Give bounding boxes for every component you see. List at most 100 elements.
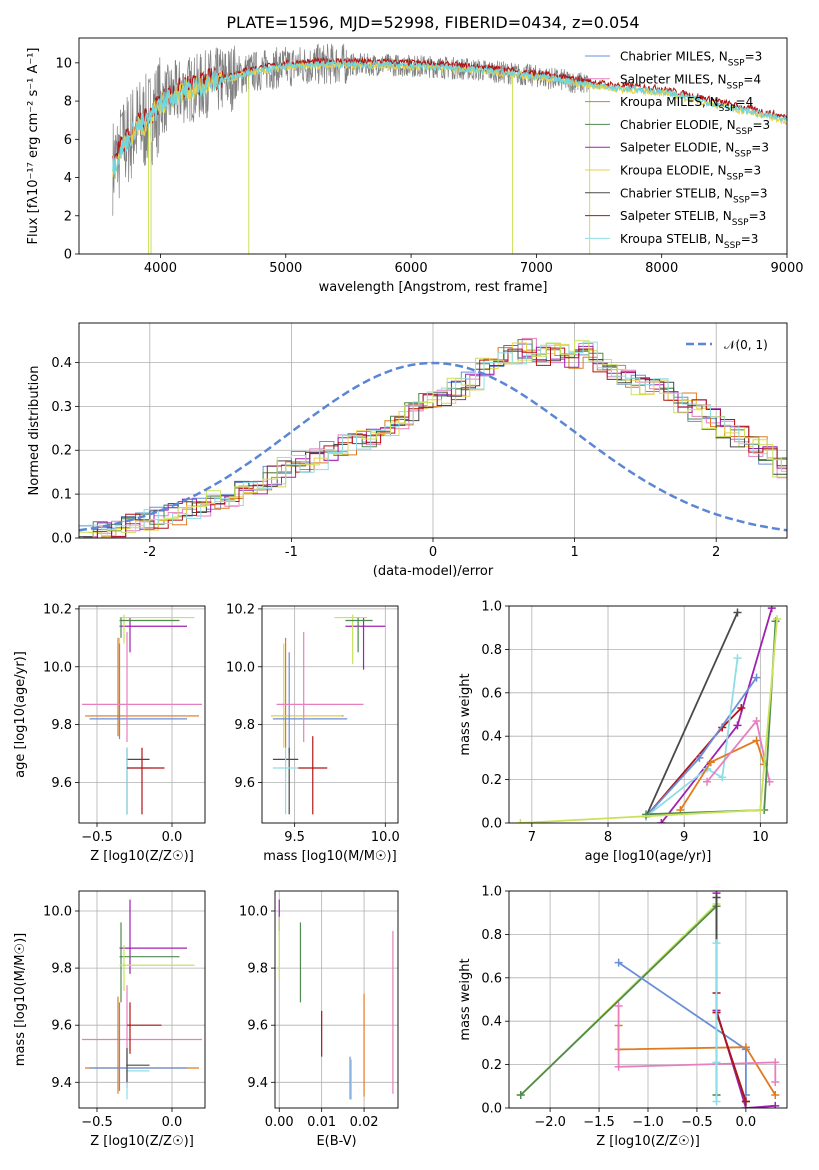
point-marker <box>351 616 354 619</box>
residual-histogram <box>83 347 787 538</box>
x-tick-label: 9.5 <box>284 830 305 845</box>
plot-area-weight-vs-age <box>516 606 782 823</box>
x-axis-label: Z [log10(Z/Z☉)] <box>596 1134 700 1149</box>
axes-frame <box>78 605 206 824</box>
y-tick-label: 10.0 <box>239 904 268 919</box>
point-marker <box>282 715 285 717</box>
figure-panels: 4000 5000 6000 7000 8000 90000246810wavelengt… <box>13 13 804 1149</box>
legend-suffix: =3 <box>749 209 767 223</box>
x-tick-label: 0.0 <box>162 830 183 845</box>
x-axis-label: Z [log10(Z/Z☉)] <box>90 849 194 864</box>
legend-suffix: =4 <box>736 95 754 109</box>
point-marker <box>311 767 314 769</box>
y-tick-label: 8 <box>64 95 72 110</box>
y-tick-label: 9.4 <box>51 1076 72 1091</box>
error-bar-point <box>119 945 195 991</box>
error-bar-point <box>272 652 348 754</box>
axes-weight-vs-age: 7 8 9 10 0.0 0.2 0.4 0.6 0.8 1.0 age [log10(age/yr… <box>458 600 788 864</box>
legend-subscript: SSP <box>736 127 753 137</box>
weight-marker <box>712 1097 721 1106</box>
legend-suffix: =3 <box>750 186 768 200</box>
legend-subscript: SSP <box>727 81 744 91</box>
weight-marker <box>695 753 704 762</box>
point-marker <box>288 718 291 720</box>
point-marker <box>129 1024 131 1026</box>
x-tick-label: 8000 <box>645 261 678 276</box>
error-bar-point <box>119 617 187 653</box>
y-tick-label: 9.8 <box>247 962 268 977</box>
x-tick-label: 7 <box>528 830 536 845</box>
x-tick-label: 0.00 <box>265 1115 294 1130</box>
x-tick-label: 8 <box>604 830 612 845</box>
y-tick-label: 1.0 <box>481 885 502 900</box>
axes-frame <box>508 890 788 1109</box>
y-tick-label: 10.2 <box>226 602 255 617</box>
y-tick-label: 0.6 <box>481 971 502 986</box>
weight-marker <box>741 1043 750 1052</box>
point-marker <box>126 1038 128 1041</box>
x-tick-label: 9000 <box>770 261 803 276</box>
legend-subscript: SSP <box>732 218 749 228</box>
y-tick-label: 0.3 <box>51 400 72 415</box>
y-tick-label: 9.6 <box>51 1019 72 1034</box>
x-tick-label: 6000 <box>395 261 428 276</box>
point-marker <box>117 715 119 717</box>
error-bar-point <box>345 617 373 653</box>
chart-title: PLATE=1596, MJD=52998, FIBERID=0434, z=0… <box>226 13 639 32</box>
x-tick-label: 10.0 <box>371 830 400 845</box>
axes-weight-vs-Z: −2.0 −1.5 −1.0 −0.5 0.0 0.0 0.2 0.4 0.6 0.8 1.0 Z [… <box>458 885 788 1149</box>
weight-series-line <box>645 612 739 817</box>
x-tick-label: 0.0 <box>162 1115 183 1130</box>
weight-marker <box>771 1101 780 1108</box>
error-bar-point <box>334 614 368 664</box>
legend-subscript: SSP <box>733 195 750 205</box>
point-marker <box>120 955 122 958</box>
y-tick-label: 0.4 <box>481 1015 502 1030</box>
weight-marker <box>703 777 712 786</box>
weight-marker <box>767 606 776 613</box>
model-spectrum <box>112 56 787 166</box>
axes-frame <box>508 605 788 824</box>
x-tick-label: 2 <box>712 545 720 560</box>
axes-age-vs-mass: 9.5 10.0 9.6 9.8 10.0 10.2 mass [log10(M/M☉)] <box>226 602 400 864</box>
axes-age-vs-Z: −0.5 0.0 9.6 9.8 10.0 10.2 Z [log10(Z/Z☉)] age … <box>13 602 206 864</box>
error-bar-point <box>85 637 199 737</box>
plot-area-spectrum <box>112 43 787 254</box>
x-axis-label: Z [log10(Z/Z☉)] <box>90 1134 194 1149</box>
point-marker <box>123 616 125 619</box>
weight-marker <box>657 819 666 823</box>
x-tick-label: 0 <box>429 545 437 560</box>
error-bar-point <box>119 614 195 644</box>
x-axis-label: mass [log10(M/M☉)] <box>263 849 396 864</box>
legend-suffix: =4 <box>743 72 761 86</box>
error-bar-point <box>119 922 180 1003</box>
y-tick-label: 9.6 <box>234 776 255 791</box>
y-axis-label: Flux [fλ10⁻¹⁷ erg cm⁻² s⁻¹ A⁻¹] <box>26 48 41 245</box>
y-tick-label: 0.0 <box>481 1102 502 1117</box>
y-tick-label: 9.6 <box>51 776 72 791</box>
plot-area-age-vs-mass <box>271 614 386 815</box>
point-marker <box>129 625 131 628</box>
point-marker <box>118 1067 121 1069</box>
legend-subscript: SSP <box>727 173 744 183</box>
axes-frame <box>274 890 399 1109</box>
legend-suffix: =3 <box>752 118 770 132</box>
axes-frame <box>78 37 788 255</box>
x-axis-label: E(B-V) <box>316 1134 356 1149</box>
y-tick-label: 0.0 <box>51 532 72 547</box>
weight-marker <box>712 893 721 902</box>
y-tick-label: 9.8 <box>234 718 255 733</box>
point-marker <box>357 619 359 622</box>
plot-area-weight-vs-Z <box>516 891 780 1108</box>
y-tick-label: 0.8 <box>481 928 502 943</box>
y-tick-label: 0.6 <box>481 686 502 701</box>
plot-area-mass-vs-ebv <box>278 899 394 1100</box>
x-tick-label: -2 <box>143 545 156 560</box>
x-tick-label: −0.5 <box>81 1115 113 1130</box>
y-tick-label: 9.8 <box>51 962 72 977</box>
y-axis-label: mass weight <box>458 958 473 1040</box>
legend-label: 𝒩(0, 1) <box>724 338 768 352</box>
weight-marker <box>516 1090 525 1099</box>
y-tick-label: 4 <box>64 171 72 186</box>
plot-area-age-vs-Z <box>82 614 202 815</box>
